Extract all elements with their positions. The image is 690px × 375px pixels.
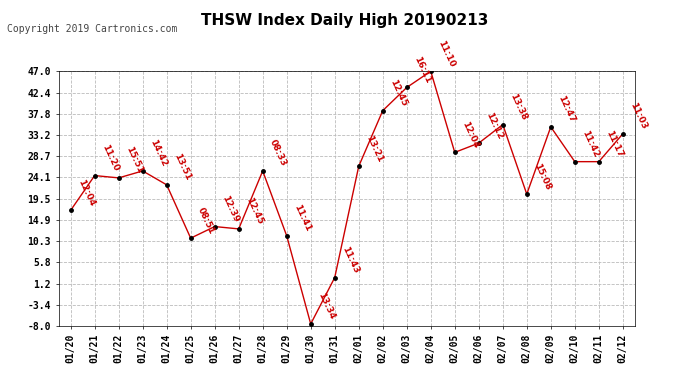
Text: 13:21: 13:21 — [364, 134, 384, 164]
Text: 12:47: 12:47 — [556, 94, 577, 124]
Text: Copyright 2019 Cartronics.com: Copyright 2019 Cartronics.com — [7, 24, 177, 34]
Text: 12:12: 12:12 — [484, 111, 504, 140]
Text: 11:17: 11:17 — [604, 129, 624, 159]
Text: 12:45: 12:45 — [388, 78, 408, 108]
Text: 16:11: 16:11 — [413, 55, 433, 85]
Text: 13:51: 13:51 — [172, 152, 193, 182]
Text: 08:33: 08:33 — [268, 138, 288, 168]
Text: 11:03: 11:03 — [629, 101, 649, 131]
Text: 15:08: 15:08 — [532, 162, 553, 191]
Text: 11:20: 11:20 — [100, 143, 121, 173]
Text: 15:51: 15:51 — [124, 146, 144, 175]
Text: 13:34: 13:34 — [316, 291, 337, 321]
Text: 14:42: 14:42 — [148, 138, 168, 168]
Text: 12:45: 12:45 — [244, 196, 264, 226]
Text: 11:42: 11:42 — [580, 129, 601, 159]
Text: THSW  (°F): THSW (°F) — [595, 24, 658, 33]
Text: 12:39: 12:39 — [220, 194, 241, 224]
Text: 11:43: 11:43 — [340, 245, 361, 275]
Text: 12:04: 12:04 — [76, 178, 97, 208]
Text: 13:38: 13:38 — [509, 92, 529, 122]
Text: 11:10: 11:10 — [436, 39, 457, 69]
Text: THSW Index Daily High 20190213: THSW Index Daily High 20190213 — [201, 13, 489, 28]
Text: 11:41: 11:41 — [293, 203, 313, 233]
Text: 08:51: 08:51 — [196, 206, 217, 236]
Text: 12:04: 12:04 — [460, 120, 480, 150]
